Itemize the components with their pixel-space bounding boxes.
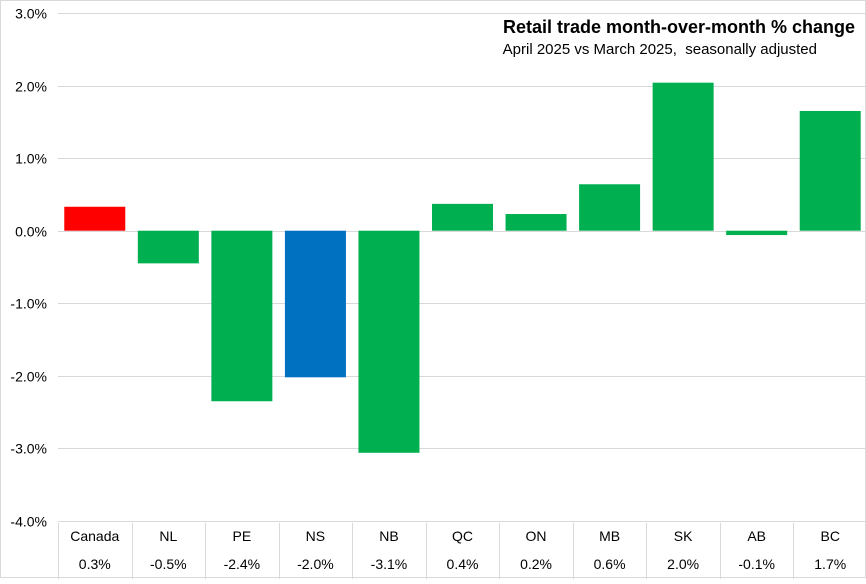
value-label: -0.1% <box>738 556 775 572</box>
bar-nb <box>358 231 419 453</box>
category-label: ON <box>526 528 547 544</box>
category-label: NL <box>159 528 177 544</box>
category-label: AB <box>747 528 766 544</box>
category-label: NS <box>306 528 325 544</box>
y-tick-label: -1.0% <box>10 296 47 312</box>
category-label: QC <box>452 528 473 544</box>
category-label: NB <box>379 528 398 544</box>
bar-ns <box>285 231 346 378</box>
value-label: 0.2% <box>520 556 552 572</box>
bars <box>64 83 860 453</box>
category-label: SK <box>674 528 693 544</box>
value-label: 0.3% <box>79 556 111 572</box>
y-tick-label: 0.0% <box>15 224 47 240</box>
value-label: -0.5% <box>150 556 187 572</box>
bar-ab <box>726 231 787 235</box>
value-label: 2.0% <box>667 556 699 572</box>
value-label: 1.7% <box>814 556 846 572</box>
category-label: BC <box>821 528 840 544</box>
category-label: PE <box>233 528 252 544</box>
value-label: -3.1% <box>371 556 408 572</box>
value-label: -2.4% <box>224 556 261 572</box>
gridlines <box>58 14 866 522</box>
y-tick-label: 2.0% <box>15 79 47 95</box>
bar-qc <box>432 204 493 231</box>
chart-title: Retail trade month-over-month % change <box>503 17 855 37</box>
y-tick-label: 3.0% <box>15 6 47 22</box>
bar-canada <box>64 207 125 231</box>
y-axis: 3.0% 2.0% 1.0% 0.0% -1.0% -2.0% -3.0% -4.0% <box>10 6 47 530</box>
bar-on <box>506 214 567 231</box>
value-label: -2.0% <box>297 556 334 572</box>
y-tick-label: -4.0% <box>10 514 47 530</box>
bar-bc <box>800 111 861 231</box>
bar-nl <box>138 231 199 264</box>
data-table: Canada 0.3% NL -0.5% PE -2.4% NS -2.0% NB -3.1% QC… <box>59 523 866 579</box>
category-label: Canada <box>70 528 119 544</box>
value-label: 0.6% <box>594 556 626 572</box>
category-label: MB <box>599 528 620 544</box>
value-label: 0.4% <box>447 556 479 572</box>
bar-pe <box>211 231 272 402</box>
bar-sk <box>653 83 714 231</box>
chart-subtitle: April 2025 vs March 2025, seasonally adj… <box>503 41 817 58</box>
bar-mb <box>579 184 640 230</box>
y-tick-label: -3.0% <box>10 441 47 457</box>
y-tick-label: 1.0% <box>15 151 47 167</box>
y-tick-label: -2.0% <box>10 369 47 385</box>
